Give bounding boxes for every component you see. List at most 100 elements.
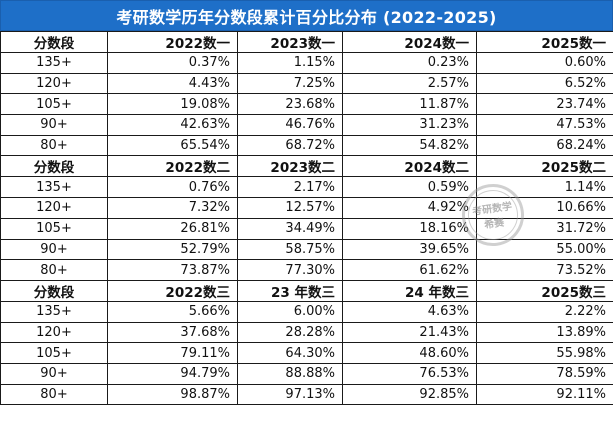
column-header-exam-year: 2025数三: [476, 279, 613, 302]
percentage-cell: 1.14%: [476, 176, 613, 199]
column-header-exam-year: 2022数一: [107, 31, 238, 53]
percentage-cell: 73.87%: [107, 259, 238, 281]
percentage-cell: 7.25%: [237, 72, 343, 95]
percentage-cell: 23.74%: [476, 93, 613, 116]
percentage-cell: 4.63%: [342, 300, 477, 323]
score-range-cell: 80+: [0, 383, 108, 406]
percentage-cell: 2.22%: [476, 300, 613, 323]
percentage-cell: 31.72%: [476, 217, 613, 240]
percentage-cell: 13.89%: [476, 321, 613, 344]
score-range-cell: 105+: [0, 217, 108, 240]
percentage-cell: 42.63%: [107, 114, 238, 136]
table-row: 90+ 52.79% 58.75% 39.65% 55.00%: [0, 238, 613, 261]
percentage-cell: 92.85%: [342, 383, 477, 406]
percentage-cell: 97.13%: [237, 383, 343, 406]
score-range-cell: 135+: [0, 52, 108, 74]
score-range-cell: 90+: [0, 238, 108, 261]
percentage-cell: 11.87%: [342, 93, 477, 116]
table-row: 105+ 26.81% 34.49% 18.16% 31.72%: [0, 217, 613, 240]
percentage-cell: 68.24%: [476, 134, 613, 157]
score-range-cell: 120+: [0, 197, 108, 219]
percentage-cell: 31.23%: [342, 114, 477, 136]
score-range-cell: 120+: [0, 321, 108, 344]
table-row: 80+ 73.87% 77.30% 61.62% 73.52%: [0, 259, 613, 281]
percentage-cell: 92.11%: [476, 383, 613, 406]
percentage-cell: 5.66%: [107, 300, 238, 323]
score-range-cell: 105+: [0, 93, 108, 116]
column-header-exam-year: 2022数二: [107, 155, 238, 178]
percentage-cell: 54.82%: [342, 134, 477, 157]
score-range-cell: 105+: [0, 342, 108, 364]
percentage-cell: 12.57%: [237, 197, 343, 219]
table-row: 105+ 79.11% 64.30% 48.60% 55.98%: [0, 342, 613, 364]
percentage-cell: 19.08%: [107, 93, 238, 116]
column-header-score-range: 分数段: [0, 155, 108, 178]
percentage-cell: 48.60%: [342, 342, 477, 364]
column-header-exam-year: 23 年数三: [237, 279, 343, 302]
column-header-exam-year: 2023数一: [237, 31, 343, 53]
score-range-cell: 90+: [0, 362, 108, 385]
percentage-cell: 21.43%: [342, 321, 477, 344]
column-header-exam-year: 2025数一: [476, 31, 613, 53]
percentage-cell: 4.43%: [107, 72, 238, 95]
percentage-cell: 94.79%: [107, 362, 238, 385]
percentage-cell: 64.30%: [237, 342, 343, 364]
percentage-cell: 55.00%: [476, 238, 613, 261]
percentage-cell: 58.75%: [237, 238, 343, 261]
percentage-cell: 47.53%: [476, 114, 613, 136]
column-header-exam-year: 2023数二: [237, 155, 343, 178]
table-row: 90+ 94.79% 88.88% 76.53% 78.59%: [0, 362, 613, 385]
score-range-cell: 135+: [0, 300, 108, 323]
percentage-cell: 52.79%: [107, 238, 238, 261]
percentage-cell: 0.23%: [342, 52, 477, 74]
percentage-cell: 68.72%: [237, 134, 343, 157]
table-row: 120+ 4.43% 7.25% 2.57% 6.52%: [0, 72, 613, 95]
table-row: 80+ 98.87% 97.13% 92.85% 92.11%: [0, 383, 613, 406]
page-title: 考研数学历年分数段累计百分比分布 (2022-2025): [0, 0, 613, 31]
percentage-cell: 98.87%: [107, 383, 238, 406]
percentage-cell: 65.54%: [107, 134, 238, 157]
section-header-row: 分数段 2022数二 2023数二 2024数二 2025数二: [0, 155, 613, 178]
percentage-cell: 88.88%: [237, 362, 343, 385]
percentage-cell: 7.32%: [107, 197, 238, 219]
section-header-row: 分数段 2022数一 2023数一 2024数一 2025数一: [0, 31, 613, 53]
percentage-cell: 10.66%: [476, 197, 613, 219]
percentage-cell: 1.15%: [237, 52, 343, 74]
percentage-cell: 28.28%: [237, 321, 343, 344]
score-range-cell: 90+: [0, 114, 108, 136]
percentage-cell: 76.53%: [342, 362, 477, 385]
column-header-exam-year: 2025数二: [476, 155, 613, 178]
percentage-cell: 26.81%: [107, 217, 238, 240]
percentage-cell: 77.30%: [237, 259, 343, 281]
percentage-cell: 39.65%: [342, 238, 477, 261]
percentage-cell: 34.49%: [237, 217, 343, 240]
percentage-cell: 73.52%: [476, 259, 613, 281]
table-row: 80+ 65.54% 68.72% 54.82% 68.24%: [0, 134, 613, 157]
table-row: 135+ 0.37% 1.15% 0.23% 0.60%: [0, 52, 613, 74]
column-header-score-range: 分数段: [0, 31, 108, 53]
percentage-cell: 0.76%: [107, 176, 238, 199]
score-range-cell: 80+: [0, 134, 108, 157]
table-row: 105+ 19.08% 23.68% 11.87% 23.74%: [0, 93, 613, 116]
column-header-exam-year: 24 年数三: [342, 279, 477, 302]
section-header-row: 分数段 2022数三 23 年数三 24 年数三 2025数三: [0, 279, 613, 302]
percentage-cell: 23.68%: [237, 93, 343, 116]
score-range-cell: 120+: [0, 72, 108, 95]
percentage-cell: 0.37%: [107, 52, 238, 74]
table-row: 120+ 37.68% 28.28% 21.43% 13.89%: [0, 321, 613, 344]
percentage-cell: 2.17%: [237, 176, 343, 199]
percentage-cell: 2.57%: [342, 72, 477, 95]
column-header-exam-year: 2024数一: [342, 31, 477, 53]
percentage-cell: 18.16%: [342, 217, 477, 240]
table-row: 135+ 0.76% 2.17% 0.59% 1.14%: [0, 176, 613, 199]
table-row: 135+ 5.66% 6.00% 4.63% 2.22%: [0, 300, 613, 323]
table-row: 90+ 42.63% 46.76% 31.23% 47.53%: [0, 114, 613, 136]
score-distribution-table: 分数段 2022数一 2023数一 2024数一 2025数一 135+ 0.37% 1.15…: [0, 31, 613, 406]
table-row: 120+ 7.32% 12.57% 4.92% 10.66%: [0, 197, 613, 219]
percentage-cell: 78.59%: [476, 362, 613, 385]
column-header-score-range: 分数段: [0, 279, 108, 302]
percentage-cell: 6.52%: [476, 72, 613, 95]
percentage-cell: 37.68%: [107, 321, 238, 344]
column-header-exam-year: 2022数三: [107, 279, 238, 302]
percentage-cell: 6.00%: [237, 300, 343, 323]
